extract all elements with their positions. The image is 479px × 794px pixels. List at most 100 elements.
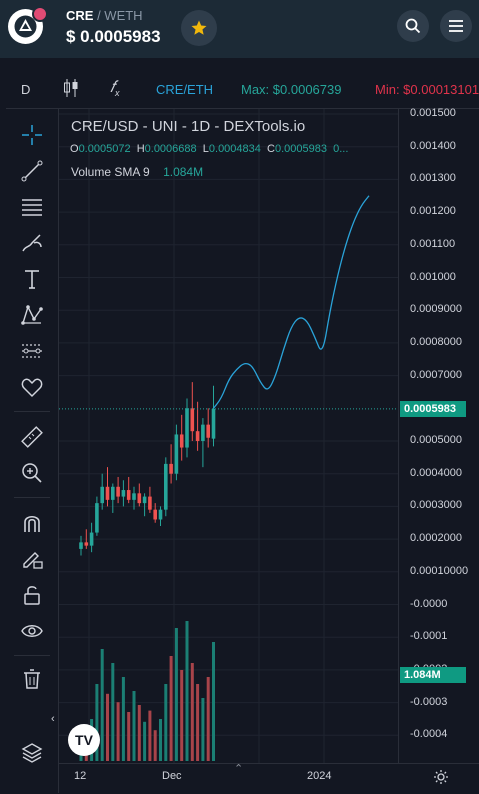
trend-line-tool[interactable] [20, 159, 44, 183]
brush-tool[interactable] [20, 231, 44, 255]
layers-icon [21, 743, 43, 763]
candle-body [121, 490, 126, 497]
candle-body [142, 496, 147, 504]
visibility-tool[interactable] [20, 619, 44, 643]
price-tick-label: -0.0001 [410, 630, 448, 643]
candle-type-button[interactable] [62, 78, 80, 101]
volume-legend: Volume SMA 9 1.084M [71, 165, 203, 179]
volume-bar [159, 719, 162, 761]
volume-bar [153, 730, 157, 761]
candle-body [206, 424, 210, 438]
menu-button[interactable] [440, 10, 472, 42]
last-price-tag: 0.0005983 [400, 400, 466, 417]
high-label: H [136, 143, 145, 155]
max-price: Max: $0.0006739 [241, 82, 342, 97]
candle-body [201, 424, 205, 441]
token-symbol: CRE [66, 8, 94, 23]
time-axis[interactable]: 12 Dec 2024 ⌃ [58, 763, 479, 794]
candle-body [211, 408, 216, 439]
candle-body [169, 463, 173, 474]
price-tick-label: 0.001400 [410, 139, 456, 152]
candle-body [126, 490, 131, 500]
volume-bar [106, 693, 109, 761]
chart-title: CRE/USD - UNI - 1D - DEXTools.io [71, 118, 306, 135]
chart-settings-button[interactable] [433, 769, 449, 790]
low-value: 0.0004834 [208, 143, 261, 155]
text-tool[interactable] [20, 267, 44, 291]
shapes-tool[interactable] [20, 375, 44, 399]
price-tick-label: 0.0003000 [410, 499, 462, 512]
open-label: O [70, 143, 79, 155]
crosshair-tool[interactable] [20, 123, 44, 147]
candle-body [100, 486, 104, 504]
candle-body [153, 509, 157, 520]
volume-bar [185, 621, 189, 761]
volume-bar [196, 684, 200, 761]
draw-mode-tool[interactable] [20, 547, 44, 571]
ruler-icon [21, 426, 43, 448]
scroll-handle[interactable]: ⌃ [234, 762, 243, 775]
volume-bar [174, 628, 178, 761]
price-tick-label: 0.0005000 [410, 434, 462, 446]
object-tree-button[interactable] [20, 741, 44, 765]
fib-tool[interactable] [20, 195, 44, 219]
volume-bar [116, 702, 120, 761]
pattern-tool[interactable] [20, 303, 44, 327]
indicators-button[interactable]: 𝑓x [110, 79, 119, 98]
volume-tag: 1.084M [400, 667, 466, 683]
volume-bar [100, 649, 104, 761]
unlock-icon [24, 586, 40, 605]
measure-tool[interactable] [20, 425, 44, 449]
price-tick-label: 0.0004000 [410, 466, 462, 479]
interval-selector[interactable]: D [21, 82, 31, 97]
price-chart[interactable] [59, 109, 398, 763]
volume-bar [127, 712, 131, 761]
tradingview-logo[interactable]: TV [68, 724, 100, 756]
price-tick-label: -0.0003 [410, 695, 448, 708]
volume-bar [201, 698, 205, 761]
collapse-toolbar-button[interactable]: ‹ [51, 713, 59, 737]
close-label: C [267, 143, 275, 155]
search-button[interactable] [397, 10, 429, 42]
zoom-in-icon [22, 463, 42, 483]
candle-body [89, 532, 94, 546]
token-badge-icon [32, 6, 48, 22]
min-price: Min: $0.00013101 [375, 82, 479, 97]
symbol-link[interactable]: CRE/ETH [156, 82, 214, 97]
magnet-tool[interactable] [20, 511, 44, 535]
star-icon [191, 20, 207, 35]
favorite-button[interactable] [181, 10, 217, 46]
candle-body [105, 486, 110, 500]
candle-body [132, 493, 136, 500]
volume-bar [169, 656, 173, 761]
candle-body [116, 486, 120, 497]
remove-drawings-tool[interactable] [20, 667, 44, 691]
time-label-12: 12 [74, 770, 87, 782]
lock-tool[interactable] [20, 583, 44, 607]
candle-body [190, 408, 195, 432]
price-tick-label: 0.001200 [410, 205, 456, 218]
legend-overflow: 0... [333, 143, 349, 155]
candle-body [95, 503, 99, 533]
volume-bar [190, 663, 194, 761]
volume-bar [164, 684, 168, 761]
price-tick-label: 0.0007000 [410, 368, 462, 381]
search-icon [405, 18, 421, 34]
eye-icon [21, 625, 43, 637]
volume-bar [148, 710, 152, 761]
tradingview-logo-icon: TV [75, 732, 93, 748]
price-tick-label: 0.0008000 [410, 335, 462, 348]
toolbar-divider [14, 411, 50, 412]
function-icon: 𝑓x [110, 79, 120, 99]
prediction-tool[interactable] [20, 339, 44, 363]
hamburger-menu-icon [449, 20, 463, 32]
chevron-up-icon: ⌃ [234, 763, 244, 775]
zoom-tool[interactable] [20, 461, 44, 485]
price-axis[interactable]: 0.001500 0.001400 0.001300 0.001200 0.001100… [398, 107, 479, 763]
gear-icon [434, 770, 448, 784]
volume-bar [143, 721, 147, 761]
price-tick-label: 0.0002000 [410, 532, 462, 545]
text-icon [25, 270, 39, 289]
brush-icon [22, 234, 42, 252]
chart-topbar: D 𝑓x CRE/ETH Max: $0.0006739 Min: $0.000… [6, 68, 479, 109]
